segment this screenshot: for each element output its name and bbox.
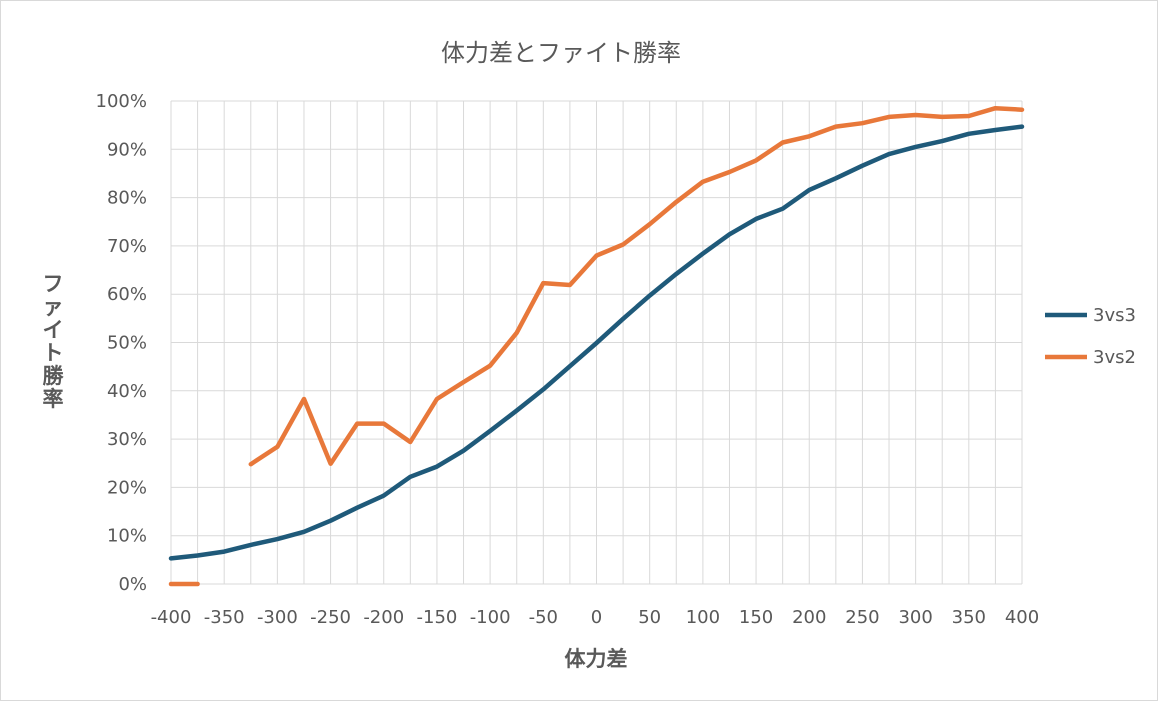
grid-lines [170, 100, 1023, 585]
x-tick-label: -250 [310, 607, 351, 628]
y-tick-label: 80% [107, 188, 147, 209]
chart-title: 体力差とファイト勝率 [441, 39, 681, 67]
y-tick-label: 10% [107, 526, 147, 547]
y-axis-title: ファイト勝率 [43, 272, 65, 411]
x-tick-label: -100 [470, 607, 511, 628]
legend-label: 3vs2 [1093, 347, 1136, 368]
x-tick-label: 250 [845, 607, 879, 628]
x-tick-label: 50 [638, 607, 661, 628]
x-tick-label: -200 [363, 607, 404, 628]
legend-label: 3vs3 [1093, 305, 1136, 326]
series-line-3vs2 [248, 105, 1025, 467]
y-tick-label: 0% [118, 574, 147, 595]
x-tick-label: -150 [417, 607, 458, 628]
x-axis-title: 体力差 [565, 647, 628, 671]
x-tick-label: 150 [739, 607, 773, 628]
x-tick-label: 400 [1005, 607, 1039, 628]
x-tick-label: -350 [204, 607, 245, 628]
x-tick-label: 200 [792, 607, 826, 628]
y-tick-label: 90% [107, 139, 147, 160]
y-tick-label: 60% [107, 284, 147, 305]
x-tick-label: 0 [591, 607, 602, 628]
series-line-3vs3 [168, 124, 1025, 561]
y-tick-label: 20% [107, 477, 147, 498]
y-tick-label: 70% [107, 236, 147, 257]
x-axis-ticks: -400 -350 -300 -250 -200 -150 -100 -50 0 50 100 150… [151, 607, 1040, 628]
x-tick-label: -400 [151, 607, 192, 628]
x-tick-label: 300 [898, 607, 932, 628]
y-tick-label: 30% [107, 429, 147, 450]
x-tick-label: 100 [686, 607, 720, 628]
y-tick-label: 40% [107, 381, 147, 402]
y-axis-ticks: 0% 10% 20% 30% 40% 50% 60% 70% 80% 90% 100% [96, 91, 147, 595]
x-tick-label: 350 [952, 607, 986, 628]
y-tick-label: 100% [96, 91, 147, 112]
y-tick-label: 50% [107, 333, 147, 354]
legend: 3vs3 3vs2 [1045, 305, 1136, 368]
x-tick-label: -300 [257, 607, 298, 628]
x-tick-label: -50 [529, 607, 558, 628]
series-lines [168, 105, 1025, 587]
